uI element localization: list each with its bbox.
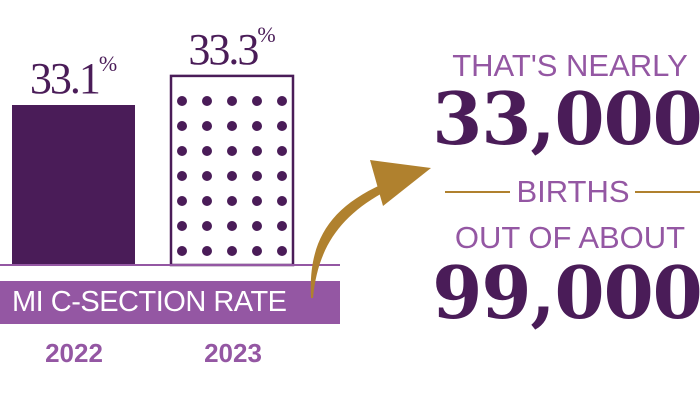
pattern-dot bbox=[202, 121, 212, 131]
pattern-dot bbox=[252, 171, 262, 181]
pattern-dot bbox=[177, 246, 187, 256]
pattern-dot bbox=[227, 96, 237, 106]
pattern-dot bbox=[252, 246, 262, 256]
callout-number2: 99,000 bbox=[432, 250, 700, 335]
pattern-dot bbox=[277, 196, 287, 206]
callout-number1: 33,000 bbox=[432, 76, 700, 161]
pattern-dot bbox=[252, 196, 262, 206]
pattern-dot bbox=[177, 146, 187, 156]
pattern-dot bbox=[177, 196, 187, 206]
year-label-2023: 2023 bbox=[204, 338, 262, 368]
pattern-dot bbox=[227, 196, 237, 206]
pattern-dot bbox=[177, 171, 187, 181]
bar-2023 bbox=[169, 74, 295, 267]
pattern-dot bbox=[277, 146, 287, 156]
pattern-dot bbox=[202, 221, 212, 231]
pattern-dot bbox=[202, 171, 212, 181]
pattern-dot bbox=[277, 221, 287, 231]
callout-line3: OUT OF ABOUT bbox=[454, 220, 686, 255]
pattern-dot bbox=[252, 146, 262, 156]
arrow-icon bbox=[310, 180, 396, 298]
pattern-dot bbox=[227, 146, 237, 156]
pattern-dot bbox=[202, 96, 212, 106]
pattern-dot bbox=[202, 246, 212, 256]
chart-title: MI C-SECTION RATE bbox=[12, 286, 287, 318]
pattern-dot bbox=[277, 96, 287, 106]
pattern-dot bbox=[252, 96, 262, 106]
pattern-dot bbox=[177, 221, 187, 231]
callout-line1: THAT'S NEARLY bbox=[452, 48, 688, 83]
value-label-2023: 33.3% bbox=[188, 21, 276, 74]
pattern-dot bbox=[252, 221, 262, 231]
pattern-dot bbox=[252, 121, 262, 131]
pattern-dot bbox=[227, 171, 237, 181]
pattern-dot bbox=[277, 121, 287, 131]
bar-2022 bbox=[12, 105, 135, 265]
pattern-dot bbox=[227, 121, 237, 131]
value-label-2022: 33.1% bbox=[29, 51, 118, 103]
pattern-dot bbox=[277, 246, 287, 256]
pattern-dot bbox=[277, 171, 287, 181]
year-label-2022: 2022 bbox=[45, 338, 103, 368]
pattern-dot bbox=[177, 96, 187, 106]
pattern-dot bbox=[227, 246, 237, 256]
pattern-dot bbox=[227, 221, 237, 231]
callout-line2: BIRTHS bbox=[516, 174, 630, 209]
arrow-head-icon bbox=[370, 160, 431, 206]
pattern-dot bbox=[202, 196, 212, 206]
bar-2023-dot-pattern bbox=[177, 96, 287, 256]
pattern-dot bbox=[202, 146, 212, 156]
pattern-dot bbox=[177, 121, 187, 131]
title-band bbox=[0, 281, 340, 324]
